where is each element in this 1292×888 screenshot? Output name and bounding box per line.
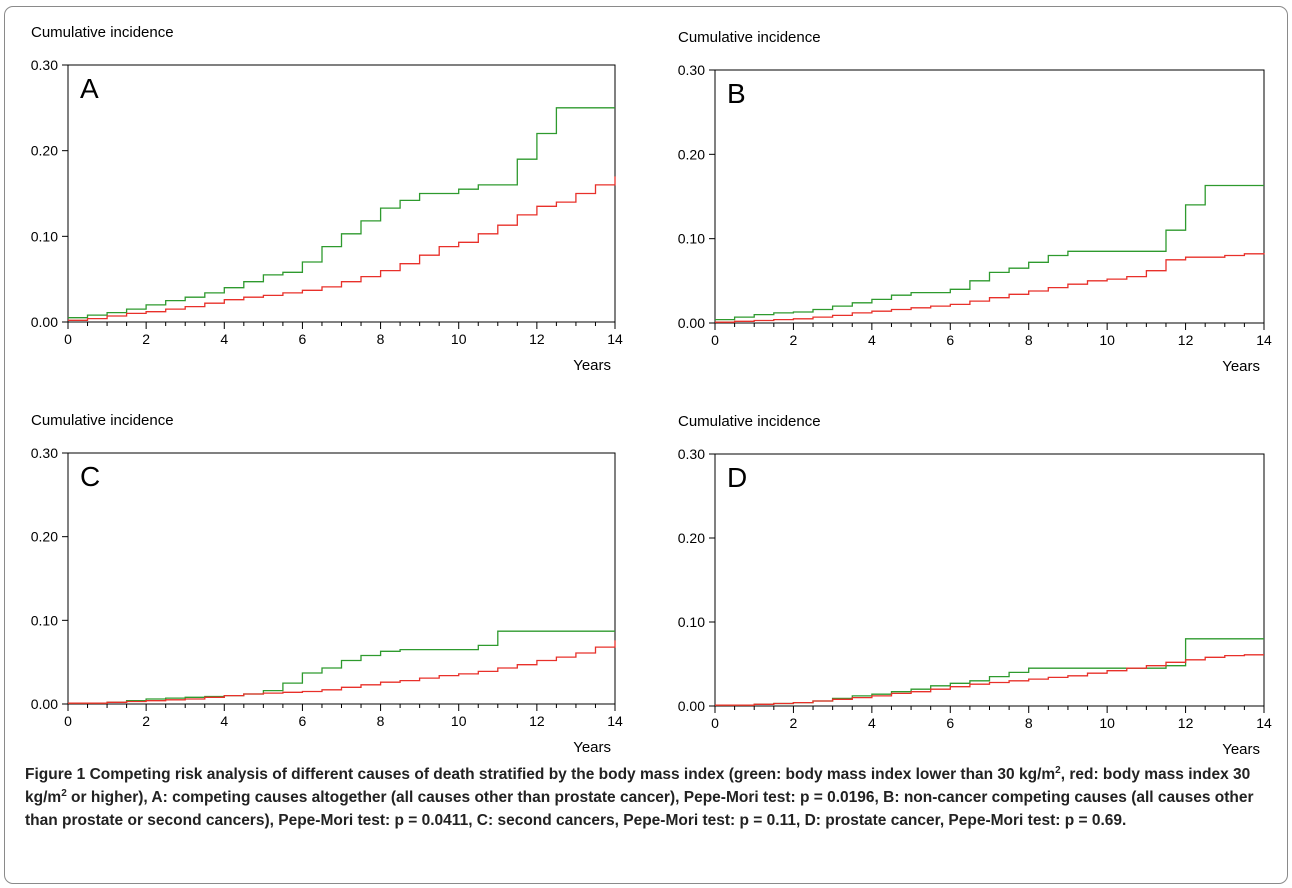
- x-tick-label-d: 14: [1256, 715, 1272, 731]
- x-tick-label-d: 12: [1178, 715, 1194, 731]
- x-tick-label-b: 8: [1025, 332, 1033, 348]
- series-red-line-c: [68, 640, 616, 704]
- y-tick-label-b: 0.20: [678, 146, 705, 162]
- series-red-line-a: [68, 176, 616, 321]
- x-tick-label-d: 4: [868, 715, 876, 731]
- plot-frame-d: [714, 453, 1265, 707]
- y-tick-label-d: 0.10: [678, 614, 705, 630]
- x-tick-label-b: 14: [1256, 332, 1272, 348]
- x-tick-label-d: 8: [1025, 715, 1033, 731]
- x-tick-label-b: 12: [1178, 332, 1194, 348]
- x-tick-label-d: 10: [1099, 715, 1115, 731]
- caption-text: Competing risk analysis of different cau…: [25, 764, 1254, 829]
- panel-letter-b: B: [727, 78, 746, 109]
- x-axis-label-d: Years: [1222, 741, 1260, 757]
- y-tick-label-d: 0.20: [678, 530, 705, 546]
- x-tick-label-c: 4: [220, 713, 228, 729]
- x-tick-label-c: 6: [299, 713, 307, 729]
- y-tick-label-b: 0.10: [678, 231, 705, 247]
- series-green-line-d: [715, 638, 1264, 706]
- caption-label: Figure 1: [25, 766, 86, 783]
- y-tick-label-c: 0.10: [31, 612, 58, 628]
- y-tick-label-d: 0.30: [678, 446, 705, 462]
- panel-letter-a: A: [80, 73, 99, 104]
- series-red-line-b: [715, 253, 1265, 323]
- plot-frame-b: [714, 69, 1265, 324]
- x-tick-label-c: 8: [377, 713, 385, 729]
- x-tick-label-d: 6: [946, 715, 954, 731]
- x-tick-label-b: 10: [1099, 332, 1115, 348]
- x-axis-label-a: Years: [573, 357, 611, 374]
- y-tick-label-b: 0.30: [678, 62, 705, 78]
- y-tick-label-c: 0.30: [31, 445, 58, 461]
- x-tick-label-d: 2: [790, 715, 798, 731]
- x-tick-label-d: 0: [711, 715, 719, 731]
- x-tick-label-b: 4: [868, 332, 876, 348]
- y-tick-label-c: 0.00: [31, 696, 58, 712]
- x-tick-label-c: 12: [529, 713, 545, 729]
- x-tick-label-a: 12: [529, 331, 545, 347]
- series-green-line-c: [68, 630, 615, 704]
- x-tick-label-a: 0: [64, 331, 72, 347]
- y-tick-label-a: 0.00: [31, 314, 58, 330]
- x-axis-label-b: Years: [1222, 358, 1260, 375]
- x-tick-label-b: 0: [711, 332, 719, 348]
- x-axis-label-c: Years: [573, 739, 611, 756]
- panel-letter-c: C: [80, 461, 100, 492]
- x-tick-label-c: 14: [607, 713, 623, 729]
- figure-container: Cumulative incidence 0.00 0.10 0.20 0.30 0 2 4 6…: [4, 6, 1288, 884]
- y-tick-label-a: 0.30: [31, 57, 58, 73]
- y-axis-label-c: Cumulative incidence: [31, 412, 174, 429]
- x-tick-label-a: 10: [451, 331, 467, 347]
- x-tick-label-a: 8: [377, 331, 385, 347]
- charts-canvas: Cumulative incidence 0.00 0.10 0.20 0.30 0 2 4 6…: [31, 24, 1272, 757]
- y-tick-label-b: 0.00: [678, 315, 705, 331]
- series-green-line-a: [68, 107, 615, 319]
- x-tick-label-a: 2: [142, 331, 150, 347]
- y-tick-label-a: 0.20: [31, 143, 58, 159]
- y-axis-label-b: Cumulative incidence: [678, 29, 821, 46]
- y-axis-label-a: Cumulative incidence: [31, 24, 174, 41]
- x-tick-label-a: 6: [299, 331, 307, 347]
- x-tick-label-b: 2: [790, 332, 798, 348]
- y-tick-label-a: 0.10: [31, 228, 58, 244]
- y-axis-label-d: Cumulative incidence: [678, 413, 821, 430]
- series-red-line-d: [715, 654, 1264, 706]
- x-tick-label-c: 10: [451, 713, 467, 729]
- y-tick-label-d: 0.00: [678, 698, 705, 714]
- x-tick-label-a: 14: [607, 331, 623, 347]
- x-tick-label-c: 2: [142, 713, 150, 729]
- x-tick-label-a: 4: [220, 331, 228, 347]
- y-tick-label-c: 0.20: [31, 529, 58, 545]
- figure-caption: Figure 1 Competing risk analysis of diff…: [25, 763, 1275, 832]
- panel-letter-d: D: [727, 462, 747, 493]
- series-green-line-b: [715, 184, 1264, 321]
- x-tick-label-c: 0: [64, 713, 72, 729]
- x-tick-label-b: 6: [946, 332, 954, 348]
